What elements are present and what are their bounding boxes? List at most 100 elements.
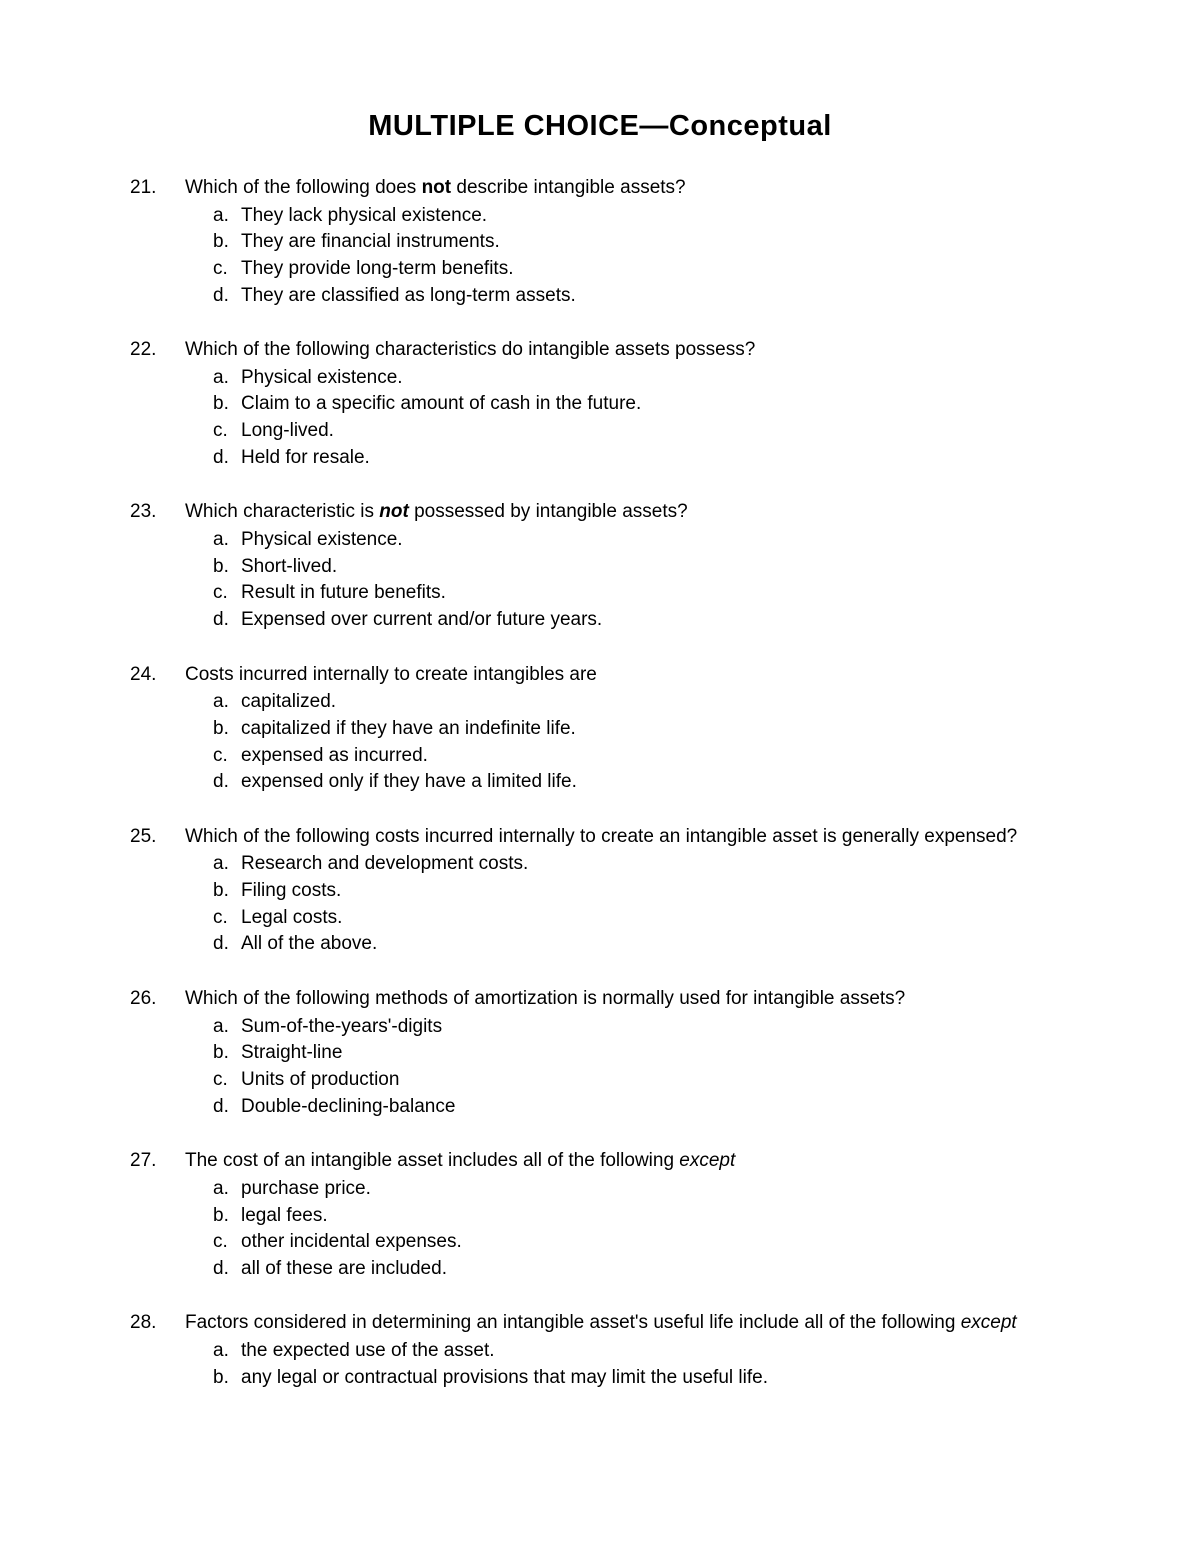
option-text: Double-declining-balance <box>241 1094 1070 1120</box>
option-letter: a. <box>213 851 241 877</box>
option-text: purchase price. <box>241 1176 1070 1202</box>
question-content: Which characteristic is not possessed by… <box>185 499 1070 633</box>
question-number: 27. <box>130 1148 185 1282</box>
option-letter: b. <box>213 716 241 742</box>
option-letter: b. <box>213 554 241 580</box>
option-row: b.They are financial instruments. <box>213 229 1070 255</box>
option-row: d.Held for resale. <box>213 445 1070 471</box>
option-row: a.Research and development costs. <box>213 851 1070 877</box>
option-letter: a. <box>213 365 241 391</box>
option-row: c.Legal costs. <box>213 905 1070 931</box>
options-list: a.capitalized.b.capitalized if they have… <box>185 689 1070 795</box>
options-list: a.Physical existence.b.Claim to a specif… <box>185 365 1070 471</box>
options-list: a.purchase price.b.legal fees.c.other in… <box>185 1176 1070 1282</box>
option-row: b.Filing costs. <box>213 878 1070 904</box>
option-row: c.expensed as incurred. <box>213 743 1070 769</box>
option-row: c.Long-lived. <box>213 418 1070 444</box>
option-letter: b. <box>213 1203 241 1229</box>
question-text: Factors considered in determining an int… <box>185 1310 1070 1336</box>
question-content: Costs incurred internally to create inta… <box>185 662 1070 796</box>
option-letter: c. <box>213 1229 241 1255</box>
questions-container: 21.Which of the following does not descr… <box>130 175 1070 1391</box>
option-text: Expensed over current and/or future year… <box>241 607 1070 633</box>
option-text: legal fees. <box>241 1203 1070 1229</box>
question-content: Factors considered in determining an int… <box>185 1310 1070 1391</box>
title-suffix: Conceptual <box>669 110 832 142</box>
option-row: d.expensed only if they have a limited l… <box>213 769 1070 795</box>
option-text: other incidental expenses. <box>241 1229 1070 1255</box>
question-block: 22.Which of the following characteristic… <box>130 337 1070 471</box>
option-letter: b. <box>213 229 241 255</box>
question-content: Which of the following does not describe… <box>185 175 1070 309</box>
option-row: a.They lack physical existence. <box>213 203 1070 229</box>
option-letter: b. <box>213 1365 241 1391</box>
option-letter: d. <box>213 931 241 957</box>
option-letter: d. <box>213 607 241 633</box>
option-row: b.Claim to a specific amount of cash in … <box>213 391 1070 417</box>
question-block: 21.Which of the following does not descr… <box>130 175 1070 309</box>
option-text: Physical existence. <box>241 527 1070 553</box>
option-letter: b. <box>213 878 241 904</box>
question-number: 21. <box>130 175 185 309</box>
option-letter: d. <box>213 445 241 471</box>
option-text: Units of production <box>241 1067 1070 1093</box>
options-list: a.Research and development costs.b.Filin… <box>185 851 1070 957</box>
option-letter: a. <box>213 1176 241 1202</box>
option-text: capitalized if they have an indefinite l… <box>241 716 1070 742</box>
question-number: 26. <box>130 986 185 1120</box>
options-list: a.the expected use of the asset.b.any le… <box>185 1338 1070 1390</box>
question-text: The cost of an intangible asset includes… <box>185 1148 1070 1174</box>
option-text: Result in future benefits. <box>241 580 1070 606</box>
options-list: a.Sum-of-the-years'-digitsb.Straight-lin… <box>185 1014 1070 1120</box>
option-text: They are financial instruments. <box>241 229 1070 255</box>
question-text: Which of the following characteristics d… <box>185 337 1070 363</box>
option-text: Claim to a specific amount of cash in th… <box>241 391 1070 417</box>
option-text: They are classified as long-term assets. <box>241 283 1070 309</box>
option-text: the expected use of the asset. <box>241 1338 1070 1364</box>
option-row: c.other incidental expenses. <box>213 1229 1070 1255</box>
question-number: 24. <box>130 662 185 796</box>
option-letter: a. <box>213 689 241 715</box>
question-text: Which of the following methods of amorti… <box>185 986 1070 1012</box>
options-list: a.They lack physical existence.b.They ar… <box>185 203 1070 309</box>
option-row: a.Physical existence. <box>213 365 1070 391</box>
option-letter: d. <box>213 283 241 309</box>
option-row: a.purchase price. <box>213 1176 1070 1202</box>
question-block: 28.Factors considered in determining an … <box>130 1310 1070 1391</box>
question-text-part: Costs incurred internally to create inta… <box>185 664 597 685</box>
question-text-part: except <box>679 1150 735 1171</box>
question-text: Which characteristic is not possessed by… <box>185 499 1070 525</box>
option-text: Legal costs. <box>241 905 1070 931</box>
option-row: b.Short-lived. <box>213 554 1070 580</box>
option-row: a.the expected use of the asset. <box>213 1338 1070 1364</box>
option-letter: a. <box>213 1338 241 1364</box>
option-row: b.capitalized if they have an indefinite… <box>213 716 1070 742</box>
option-row: a.capitalized. <box>213 689 1070 715</box>
question-number: 28. <box>130 1310 185 1391</box>
question-block: 23.Which characteristic is not possessed… <box>130 499 1070 633</box>
option-text: They provide long-term benefits. <box>241 256 1070 282</box>
option-text: Short-lived. <box>241 554 1070 580</box>
option-row: d.Expensed over current and/or future ye… <box>213 607 1070 633</box>
option-text: expensed as incurred. <box>241 743 1070 769</box>
option-row: d.They are classified as long-term asset… <box>213 283 1070 309</box>
option-row: c.Result in future benefits. <box>213 580 1070 606</box>
option-letter: d. <box>213 769 241 795</box>
option-row: d.Double-declining-balance <box>213 1094 1070 1120</box>
question-text-part: Which characteristic is <box>185 501 379 522</box>
question-text: Costs incurred internally to create inta… <box>185 662 1070 688</box>
option-text: all of these are included. <box>241 1256 1070 1282</box>
option-row: b.legal fees. <box>213 1203 1070 1229</box>
option-row: d.all of these are included. <box>213 1256 1070 1282</box>
option-letter: a. <box>213 527 241 553</box>
question-text-part: Which of the following methods of amorti… <box>185 988 905 1009</box>
option-row: a.Sum-of-the-years'-digits <box>213 1014 1070 1040</box>
option-text: Filing costs. <box>241 878 1070 904</box>
question-text-part: except <box>961 1312 1017 1333</box>
question-text-part: describe intangible assets? <box>451 177 685 198</box>
option-text: Physical existence. <box>241 365 1070 391</box>
question-number: 22. <box>130 337 185 471</box>
question-text-part: not <box>379 501 409 522</box>
question-text-part: Factors considered in determining an int… <box>185 1312 961 1333</box>
option-letter: c. <box>213 743 241 769</box>
